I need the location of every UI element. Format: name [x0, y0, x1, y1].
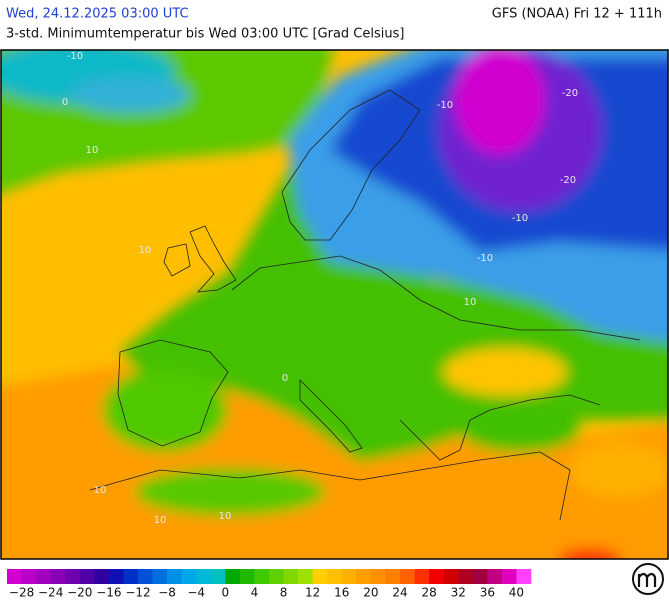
field-hot — [558, 548, 622, 559]
legend-swatch — [210, 569, 226, 584]
legend-swatch — [429, 569, 444, 584]
field-extreme-cold-core — [455, 50, 545, 155]
contour-label: 10 — [94, 485, 107, 496]
legend-label: 0 — [222, 586, 230, 600]
coast-ireland — [163, 243, 191, 277]
map-frame — [0, 49, 669, 560]
header-model: GFS (NOAA) Fri 12 + 111h — [492, 7, 662, 22]
legend-swatch — [312, 569, 328, 584]
legend-label: −8 — [158, 586, 176, 600]
field-cold-patch — [70, 77, 190, 113]
map: -10 0 10 10 -10 -20 -20 -10 -10 10 0 10 10 10 — [1, 50, 668, 559]
legend-swatch — [181, 569, 197, 584]
legend-swatch — [239, 569, 255, 584]
legend-swatch — [385, 569, 401, 584]
legend-swatch — [7, 569, 22, 584]
legend-swatch — [50, 569, 66, 584]
contour-label: -20 — [560, 175, 576, 186]
legend-label: 28 — [421, 586, 436, 600]
field-mild — [443, 348, 567, 396]
legend-swatch — [269, 569, 284, 584]
field-africa — [135, 468, 325, 516]
legend-label: −24 — [38, 586, 63, 600]
header-subtitle: 3-std. Minimumtemperatur bis Wed 03:00 U… — [6, 27, 404, 42]
legend-swatch — [298, 569, 313, 584]
legend-swatch — [327, 569, 343, 584]
legend-label: −4 — [187, 586, 205, 600]
legend-swatch — [283, 569, 299, 584]
legend-swatch — [341, 569, 357, 584]
contour-label: 10 — [86, 145, 99, 156]
legend-label: −16 — [96, 586, 121, 600]
legend-swatch — [36, 569, 51, 584]
legend-swatch — [356, 569, 372, 584]
legend-swatch — [21, 569, 37, 584]
legend-label: 20 — [363, 586, 378, 600]
legend-swatch — [108, 569, 124, 584]
field-turkey — [460, 408, 580, 452]
legend-swatch — [79, 569, 95, 584]
coast-scandinavia — [281, 89, 421, 241]
legend-label: 12 — [305, 586, 320, 600]
contour-label: 10 — [219, 511, 232, 522]
legend-swatch — [254, 569, 270, 584]
coast-britain — [189, 225, 237, 293]
logo-glyph — [637, 572, 657, 587]
legend-label: 32 — [451, 586, 466, 600]
legend-label: 8 — [280, 586, 288, 600]
coastlines — [89, 89, 641, 521]
legend-swatch — [458, 569, 474, 584]
legend-swatch — [501, 569, 517, 584]
legend-label: 24 — [392, 586, 407, 600]
legend-swatch — [400, 569, 415, 584]
legend-swatch — [370, 569, 386, 584]
coast-balkans — [399, 394, 601, 461]
legend-label: −20 — [67, 586, 92, 600]
legend-swatch — [472, 569, 488, 584]
contour-label: 0 — [282, 373, 288, 384]
legend-swatch — [196, 569, 212, 584]
legend-swatch — [123, 569, 139, 584]
contour-label: 0 — [62, 97, 68, 108]
legend-label: 16 — [334, 586, 349, 600]
legend-label: 40 — [509, 586, 524, 600]
legend-swatch — [414, 569, 430, 584]
contour-label: 10 — [154, 515, 167, 526]
contour-label: -10 — [477, 253, 493, 264]
legend-label: 4 — [251, 586, 259, 600]
legend-swatch — [516, 569, 532, 584]
coast-iberia — [117, 339, 229, 447]
legend: −28 −24 −20 −16 −12 −8 −4 0 4 8 12 16 20 24 28 32 36 40 — [7, 569, 532, 600]
legend-swatch — [225, 569, 241, 584]
contour-label: -20 — [562, 88, 578, 99]
contour-label: 10 — [464, 297, 477, 308]
contour-label: -10 — [512, 213, 528, 224]
field-iberia — [103, 368, 227, 452]
legend-swatch — [487, 569, 503, 584]
contour-label: 10 — [139, 245, 152, 256]
header-date: Wed, 24.12.2025 03:00 UTC — [6, 7, 189, 22]
legend-swatch — [167, 569, 182, 584]
legend-swatch — [138, 569, 153, 584]
coast-africa — [89, 451, 571, 521]
contour-label: -10 — [67, 51, 83, 62]
legend-swatch — [65, 569, 81, 584]
contour-labels: -10 0 10 10 -10 -20 -20 -10 -10 10 0 10 10 10 — [62, 51, 578, 526]
field-mild — [570, 442, 668, 498]
legend-label: 36 — [480, 586, 495, 600]
contour-label: -10 — [437, 100, 453, 111]
legend-label: −28 — [9, 586, 34, 600]
legend-swatch — [94, 569, 110, 584]
legend-label: −12 — [125, 586, 150, 600]
coast-italy — [299, 379, 363, 453]
legend-swatch — [443, 569, 459, 584]
logo — [632, 563, 664, 595]
legend-swatch — [152, 569, 168, 584]
coast-north — [231, 255, 641, 341]
